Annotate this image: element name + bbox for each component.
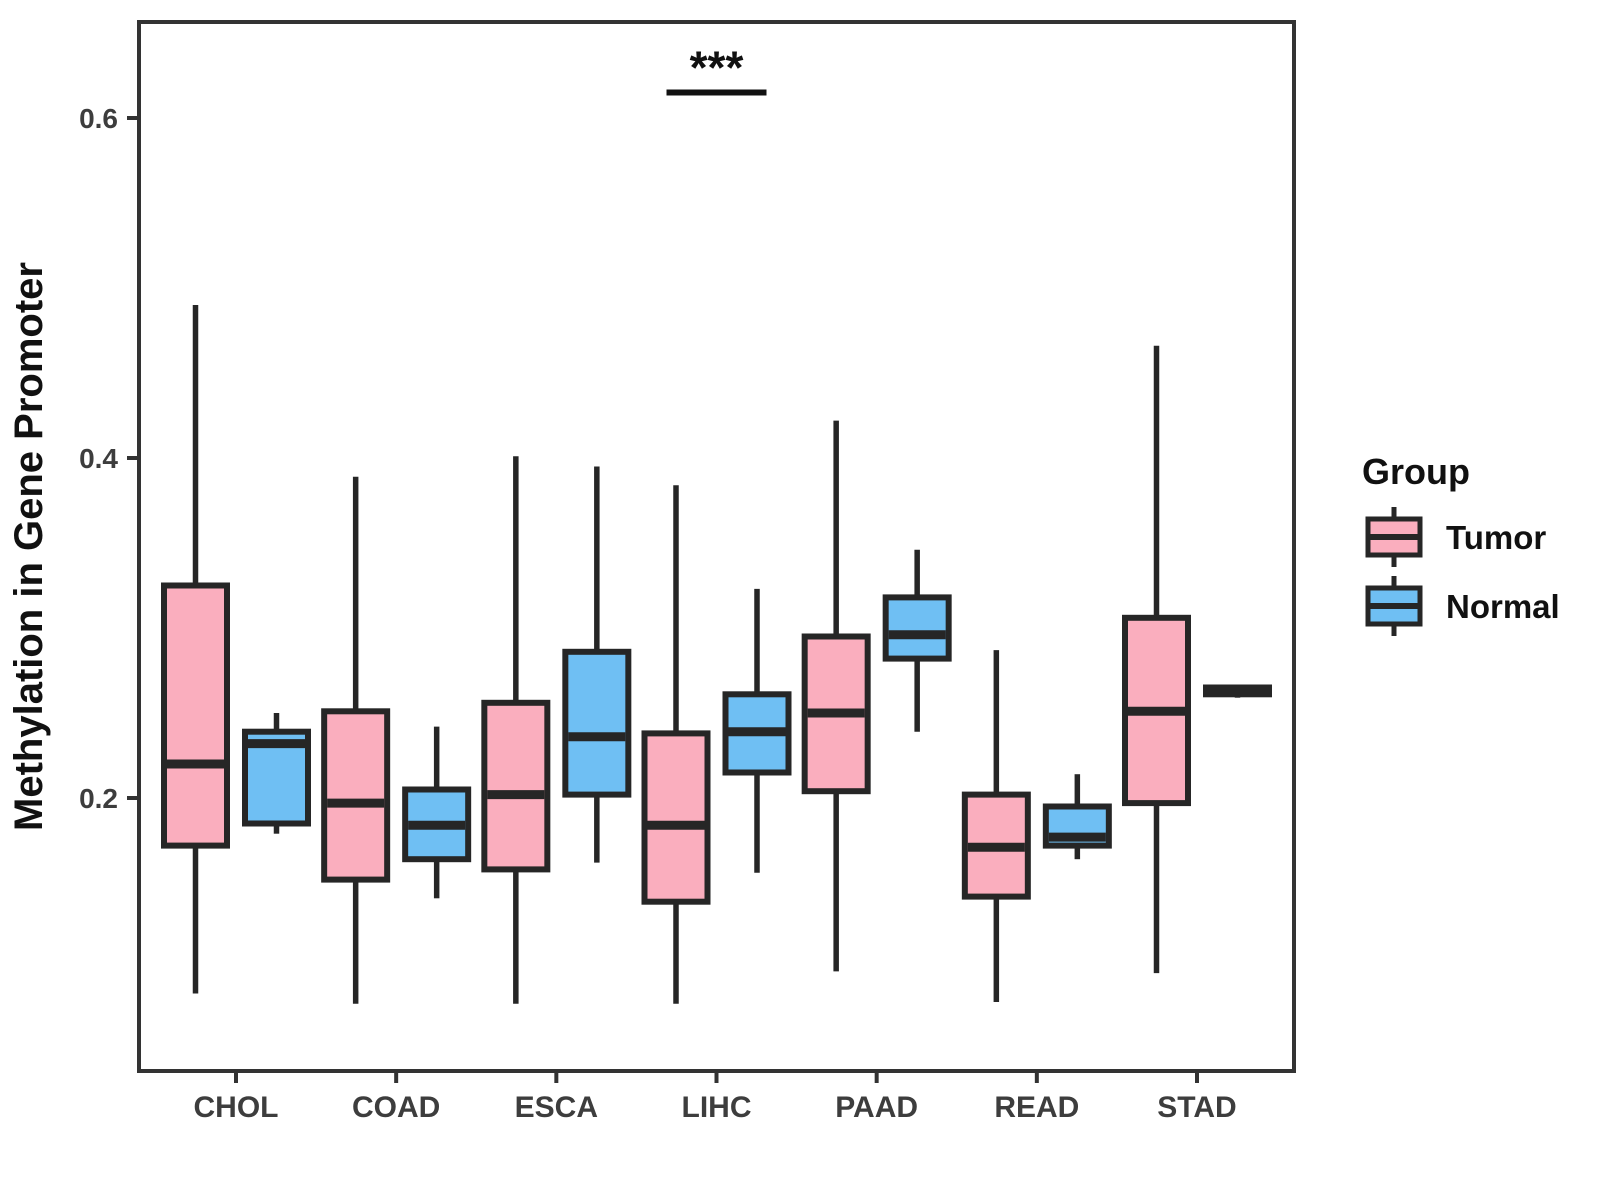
boxplot-stad-normal xyxy=(1203,684,1273,698)
boxplot-esca-tumor xyxy=(481,456,551,1004)
iqr-box xyxy=(481,699,551,873)
boxplot-chol-tumor xyxy=(161,305,230,994)
y-tick-label-0.4: 0.4 xyxy=(79,443,118,474)
boxplot-paad-normal xyxy=(882,549,952,732)
significance-annotation: *** xyxy=(666,42,767,96)
significance-asterisks: *** xyxy=(690,42,744,94)
boxplot-coad-tumor xyxy=(321,476,391,1004)
iqr-box xyxy=(641,730,711,905)
legend-entry-tumor: Tumor xyxy=(1365,507,1546,567)
legend-entry-normal: Normal xyxy=(1365,576,1560,636)
boxplot-esca-normal xyxy=(562,466,632,863)
iqr-box xyxy=(882,594,952,662)
iqr-box xyxy=(321,708,391,883)
boxplot-coad-normal xyxy=(402,726,472,899)
legend-label-normal: Normal xyxy=(1446,588,1560,625)
boxplot-read-normal xyxy=(1042,774,1112,860)
boxplot-read-tumor xyxy=(961,650,1031,1002)
x-tick-label-ESCA: ESCA xyxy=(515,1091,598,1124)
boxplot-lihc-normal xyxy=(722,588,792,873)
y-tick-label-0.2: 0.2 xyxy=(79,783,118,814)
x-tick-label-STAD: STAD xyxy=(1157,1091,1236,1124)
x-tick-label-COAD: COAD xyxy=(352,1091,440,1124)
boxplot-chol-normal xyxy=(242,713,311,834)
iqr-box xyxy=(562,648,632,798)
x-tick-label-LIHC: LIHC xyxy=(682,1091,752,1124)
boxplot-stad-tumor xyxy=(1122,345,1192,974)
legend: Group Tumor Normal xyxy=(1362,451,1560,636)
boxplot-paad-tumor xyxy=(801,420,871,972)
x-tick-label-CHOL: CHOL xyxy=(194,1091,279,1124)
y-tick-label-0.6: 0.6 xyxy=(79,103,118,134)
legend-label-tumor: Tumor xyxy=(1446,519,1546,556)
y-axis-title: Methylation in Gene Promoter xyxy=(7,262,51,831)
iqr-box xyxy=(161,582,230,849)
x-tick-label-PAAD: PAAD xyxy=(835,1091,918,1124)
boxplot-lihc-tumor xyxy=(641,485,711,1004)
legend-title: Group xyxy=(1362,451,1470,492)
x-tick-label-READ: READ xyxy=(994,1091,1079,1124)
panel-border xyxy=(137,20,1296,1073)
